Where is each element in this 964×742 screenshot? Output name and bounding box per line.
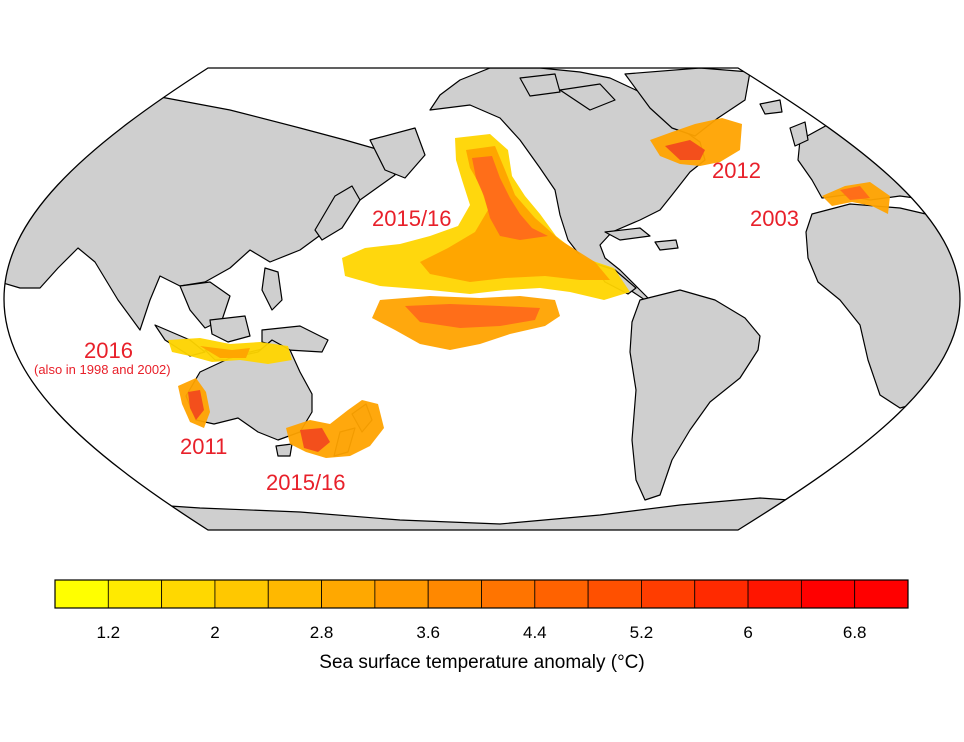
heatwave-equatorial-core <box>405 304 540 328</box>
colorbar-bin <box>161 579 216 609</box>
event-label-tasman: 2015/16 <box>266 470 346 495</box>
colorbar-bin <box>107 579 163 609</box>
heatwave-nwatlantic-core <box>665 140 705 160</box>
land-arctic-islands <box>519 73 616 111</box>
colorbar-bin <box>321 579 376 609</box>
colorbar-frame <box>54 579 909 609</box>
colorbar-tick-label: 4.4 <box>523 623 547 642</box>
land-north-america <box>429 68 706 306</box>
heatwave-nwatlantic-outer <box>650 118 742 166</box>
land-antarctica <box>4 497 960 530</box>
colorbar-tick-label: 2 <box>210 623 219 642</box>
colorbar-bin <box>747 579 802 609</box>
heatwave-northaus-core <box>200 346 250 358</box>
colorbar-bin <box>854 579 909 609</box>
event-label-nepacific: 2015/16 <box>372 206 452 231</box>
colorbar-bin <box>267 579 322 609</box>
colorbar-bin <box>214 579 269 609</box>
land-tasmania <box>275 443 293 457</box>
colorbar-tick-label: 1.2 <box>96 623 120 642</box>
land-british-isles <box>759 99 809 147</box>
colorbar-tick-label: 6 <box>743 623 752 642</box>
colorbar-bin <box>800 579 856 609</box>
heatwave-nepacific-core <box>472 156 548 240</box>
colorbar-bin <box>481 579 536 609</box>
colorbar-bin <box>694 579 749 609</box>
land-south-america <box>629 289 761 501</box>
colorbar-bin <box>641 579 696 609</box>
land-kamchatka <box>369 127 426 179</box>
land-philippines <box>261 267 283 311</box>
colorbar-title: Sea surface temperature anomaly (°C) <box>319 652 644 673</box>
land-madagascar <box>954 334 960 371</box>
colorbar-bin <box>534 579 589 609</box>
colorbar-tick-label: 6.8 <box>843 623 867 642</box>
heatwave-mediterranean-core <box>840 186 870 200</box>
colorbar-tick-label: 3.6 <box>416 623 440 642</box>
heatwave-patches <box>168 118 890 458</box>
colorbar-bin <box>54 579 109 609</box>
event-label-mediterranean: 2003 <box>750 206 799 231</box>
globe-outline <box>3 67 961 531</box>
heatwave-westaus-core <box>188 390 204 420</box>
colorbar: 1.2 2 2.8 3.6 4.4 5.2 6 6.8 <box>54 579 909 642</box>
event-label-nwatlantic: 2012 <box>712 158 761 183</box>
colorbar-bin <box>374 579 429 609</box>
event-label-northaus: 2016 <box>84 338 133 363</box>
land-caribbean <box>604 227 679 251</box>
heatwave-tasman-core <box>300 428 330 452</box>
colorbar-bin <box>587 579 642 609</box>
event-label-northaus-note: (also in 1998 and 2002) <box>34 362 171 377</box>
land-africa <box>805 203 960 409</box>
event-label-westaus: 2011 <box>180 434 227 459</box>
colorbar-tick-label: 5.2 <box>630 623 654 642</box>
land-scandinavia <box>829 95 891 131</box>
land-japan <box>314 185 361 241</box>
colorbar-bin <box>427 579 482 609</box>
land-greenland <box>624 68 751 137</box>
colorbar-tick-label: 2.8 <box>310 623 334 642</box>
